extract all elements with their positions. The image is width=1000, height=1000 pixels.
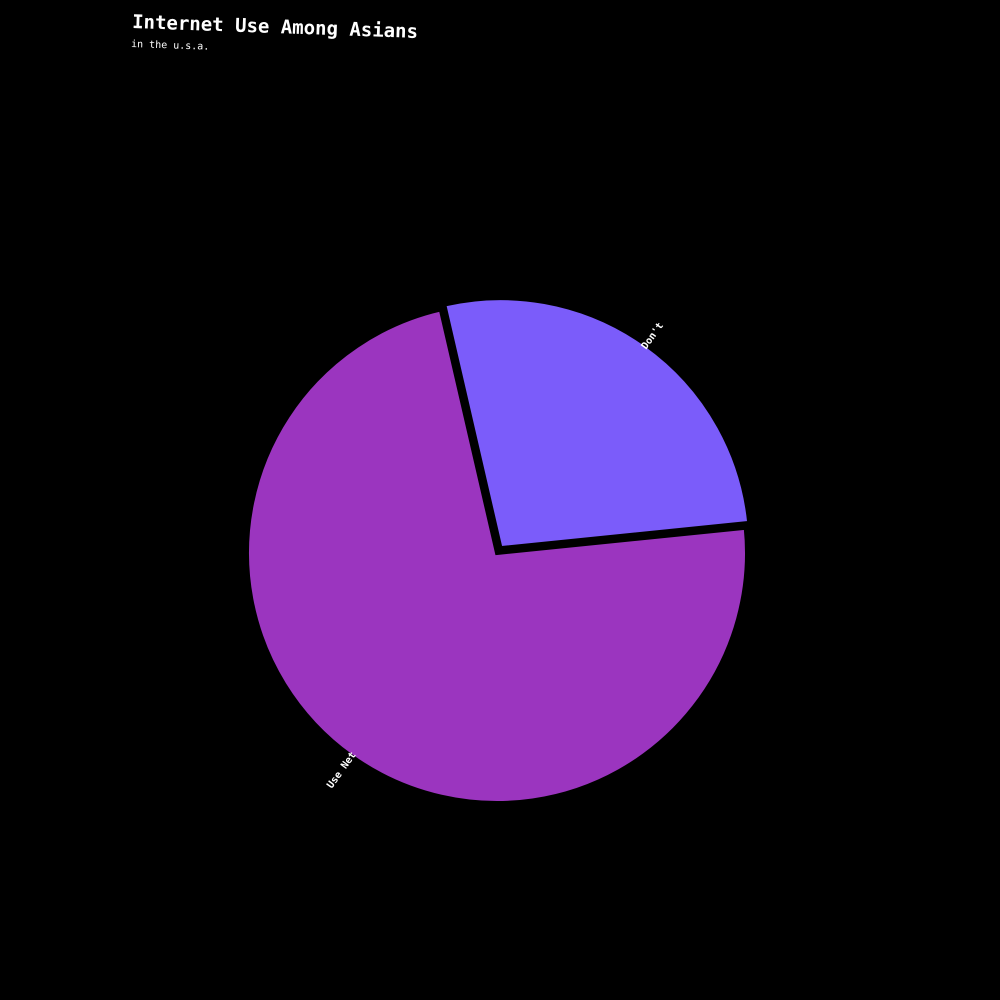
slice-label-don-t: Don't	[640, 321, 666, 352]
pie-slice-use-net	[245, 307, 749, 805]
chart-title: Internet Use Among Asians	[132, 11, 419, 43]
chart-subtitle: in the u.s.a.	[131, 39, 210, 53]
slices-layer	[245, 296, 752, 805]
pie-slice-don-t	[441, 296, 752, 551]
slice-label-use-net: Use Net	[325, 750, 358, 791]
